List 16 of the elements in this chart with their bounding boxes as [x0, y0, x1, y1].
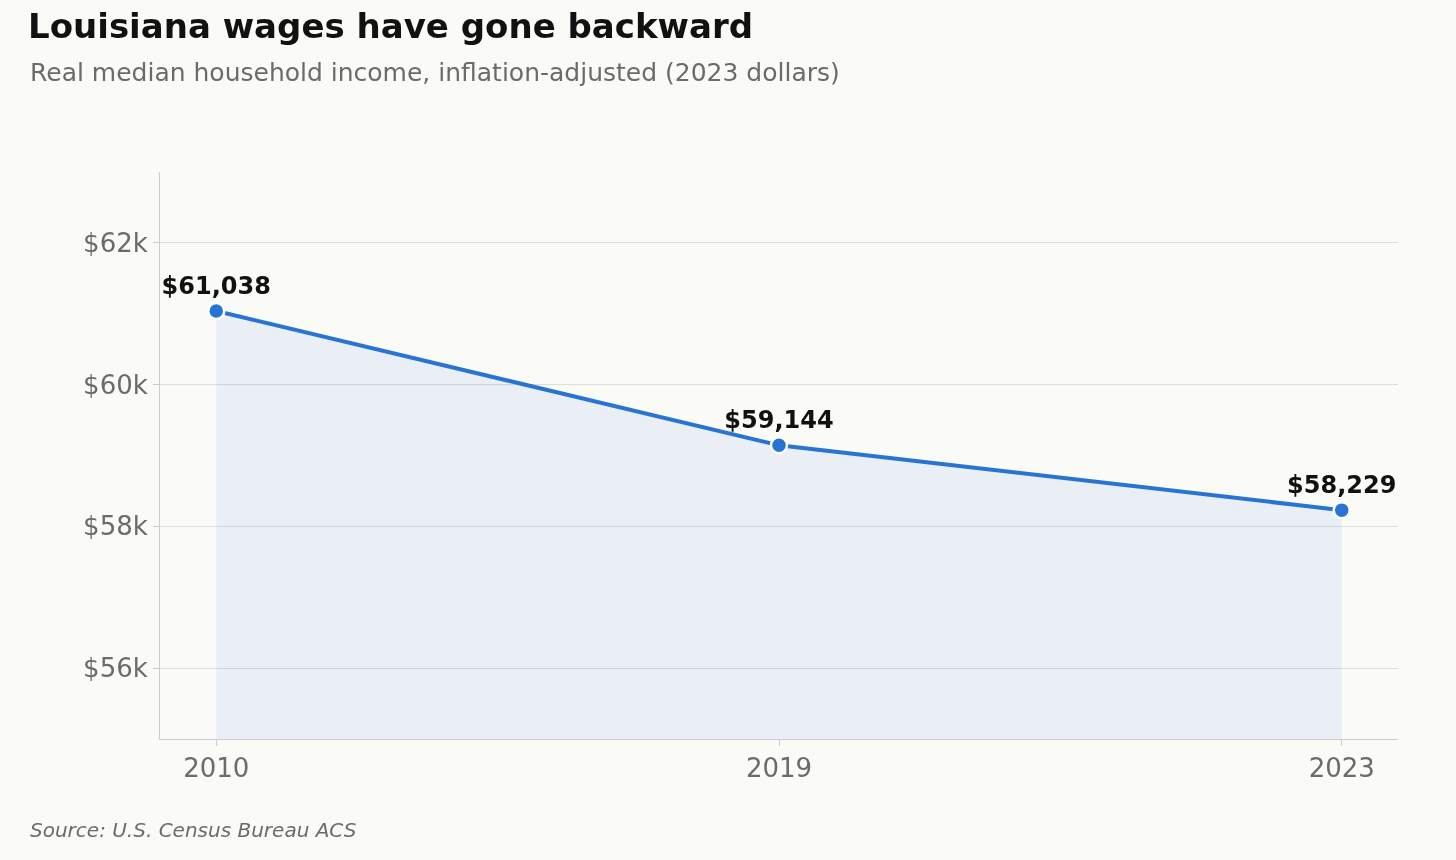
data-label: $61,038 — [161, 272, 271, 301]
x-tick-label: 2019 — [745, 753, 813, 784]
point — [1332, 500, 1351, 520]
data-label: $58,229 — [1287, 471, 1397, 500]
data-label: $59,144 — [724, 406, 834, 435]
y-tick-label: $60k — [83, 369, 148, 400]
source-note: Source: U.S. Census Bureau ACS — [30, 818, 357, 842]
y-tick-label: $58k — [83, 511, 148, 542]
y-tick-label: $56k — [83, 653, 148, 684]
x-tick-label: 2010 — [183, 753, 250, 784]
point — [207, 301, 226, 321]
chart-subtitle: Real median household income, inflation-adjusted (2023 dollars) — [30, 58, 840, 87]
x-tick-label: 2023 — [1308, 753, 1375, 784]
chart-title: Louisiana wages have gone backward — [28, 5, 754, 46]
point — [769, 436, 789, 455]
y-tick-label: $62k — [83, 227, 148, 258]
